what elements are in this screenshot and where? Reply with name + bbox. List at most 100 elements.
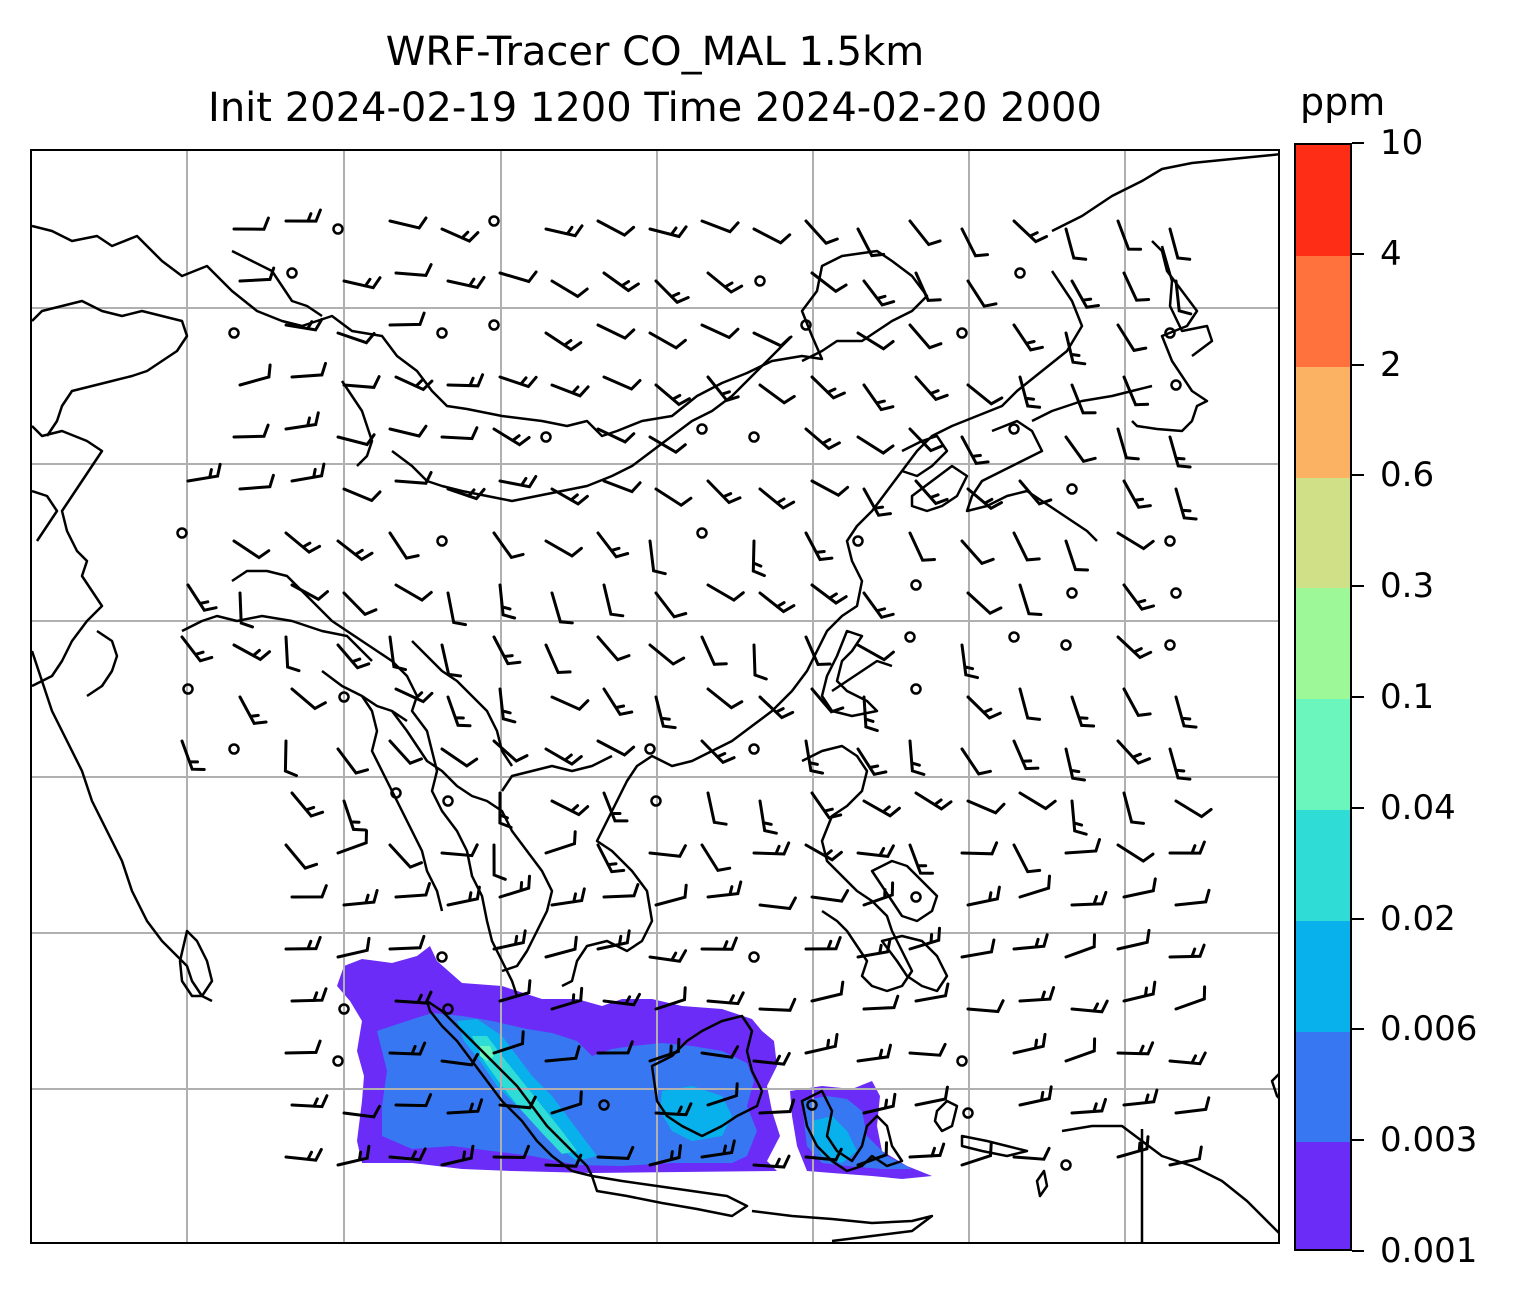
calm-marker bbox=[1170, 379, 1182, 391]
wind-barb bbox=[654, 487, 693, 508]
wind-barb bbox=[752, 841, 791, 856]
wind-barb bbox=[810, 479, 850, 498]
wind-barb bbox=[862, 1092, 897, 1115]
wind-barb bbox=[342, 375, 381, 389]
wind-barb bbox=[810, 375, 846, 400]
wind-barb bbox=[596, 635, 631, 662]
wind-barb bbox=[862, 383, 895, 412]
colorbar-segment bbox=[1296, 920, 1350, 1032]
calm-marker bbox=[228, 743, 240, 755]
colorbar-tick-label: 2 bbox=[1380, 344, 1402, 385]
wind-barb bbox=[596, 739, 636, 757]
wind-barb bbox=[648, 435, 687, 455]
wind-barb bbox=[862, 799, 901, 818]
wind-barb bbox=[1116, 323, 1148, 353]
calm-marker bbox=[1164, 639, 1176, 651]
wind-barb bbox=[544, 747, 583, 766]
wind-barb bbox=[758, 487, 796, 510]
calm-marker bbox=[748, 431, 760, 443]
wind-barb bbox=[446, 1098, 484, 1115]
wind-barb bbox=[544, 331, 583, 352]
wind-barb bbox=[602, 583, 625, 618]
wind-barb bbox=[810, 687, 845, 714]
wind-barb bbox=[706, 1082, 739, 1107]
wind-barb bbox=[342, 487, 382, 503]
colorbar-tick-mark bbox=[1352, 474, 1364, 477]
wind-barb bbox=[498, 874, 531, 899]
wind-barb bbox=[498, 791, 513, 829]
wind-barb bbox=[342, 889, 379, 907]
wind-barb bbox=[232, 216, 270, 231]
wind-barb bbox=[966, 799, 1006, 815]
wind-barb bbox=[492, 929, 527, 951]
wind-barb bbox=[752, 227, 792, 245]
wind-barb bbox=[284, 531, 322, 554]
calm-marker bbox=[286, 267, 298, 279]
wind-barb bbox=[1012, 323, 1044, 352]
wind-barb bbox=[706, 271, 744, 294]
calm-marker bbox=[1164, 535, 1176, 547]
wind-barb bbox=[284, 1039, 322, 1055]
wind-barb bbox=[758, 997, 797, 1012]
wind-barb bbox=[1122, 687, 1152, 718]
wind-barb bbox=[1174, 695, 1198, 729]
wind-barb bbox=[1018, 687, 1042, 721]
calm-marker bbox=[1008, 423, 1020, 435]
wind-barb bbox=[914, 375, 949, 402]
calm-marker bbox=[332, 223, 344, 235]
wind-barb bbox=[1070, 383, 1097, 415]
wind-barb bbox=[862, 881, 895, 907]
wind-barb bbox=[648, 1037, 681, 1063]
wind-barb bbox=[336, 747, 369, 775]
wind-barb bbox=[1070, 279, 1100, 309]
wind-barb bbox=[388, 635, 407, 672]
wind-barb bbox=[1018, 583, 1043, 616]
wind-barb bbox=[856, 1141, 888, 1167]
calm-marker bbox=[1066, 483, 1078, 495]
calm-marker bbox=[436, 951, 448, 963]
wind-barb bbox=[908, 531, 936, 562]
wind-barb bbox=[1070, 1097, 1107, 1115]
wind-barb bbox=[856, 331, 895, 351]
calm-marker bbox=[488, 215, 500, 227]
calm-marker bbox=[696, 527, 708, 539]
wind-barb bbox=[700, 635, 728, 666]
wind-barb bbox=[862, 487, 892, 517]
wind-barb bbox=[336, 829, 368, 855]
calm-marker bbox=[332, 1055, 344, 1067]
wind-barb bbox=[440, 1144, 475, 1167]
wind-barbs bbox=[180, 208, 1213, 1169]
wind-barb bbox=[960, 435, 990, 466]
wind-barb bbox=[596, 323, 636, 340]
wind-barb bbox=[544, 830, 577, 855]
wind-barb bbox=[602, 791, 629, 823]
wind-barb bbox=[492, 427, 531, 447]
wind-barb bbox=[388, 216, 428, 230]
wind-barb bbox=[700, 1139, 736, 1159]
wind-barb bbox=[1064, 539, 1089, 572]
wind-barb bbox=[544, 1153, 583, 1168]
wind-barb bbox=[804, 1033, 839, 1055]
wind-barb bbox=[856, 435, 895, 455]
calm-marker bbox=[540, 431, 552, 443]
calm-marker bbox=[1066, 587, 1078, 599]
wind-barb bbox=[856, 643, 895, 662]
wind-barb bbox=[1168, 943, 1206, 959]
calm-marker bbox=[442, 795, 454, 807]
wind-barb bbox=[336, 539, 374, 562]
wind-barb bbox=[290, 884, 328, 899]
wind-barb bbox=[654, 695, 677, 730]
wind-barb bbox=[1116, 1135, 1150, 1159]
colorbar-segment bbox=[1296, 1142, 1350, 1249]
wind-barb bbox=[284, 843, 319, 870]
wind-barb bbox=[700, 219, 740, 234]
wind-barb bbox=[492, 635, 522, 666]
wind-barb bbox=[544, 1045, 581, 1063]
wind-barb bbox=[1174, 985, 1207, 1011]
colorbar-tick-mark bbox=[1352, 585, 1364, 588]
wind-barb bbox=[1174, 888, 1211, 907]
wind-barb bbox=[1018, 1085, 1053, 1107]
wind-barb bbox=[908, 219, 942, 247]
wind-barb bbox=[966, 885, 1001, 907]
calm-marker bbox=[806, 1099, 818, 1111]
